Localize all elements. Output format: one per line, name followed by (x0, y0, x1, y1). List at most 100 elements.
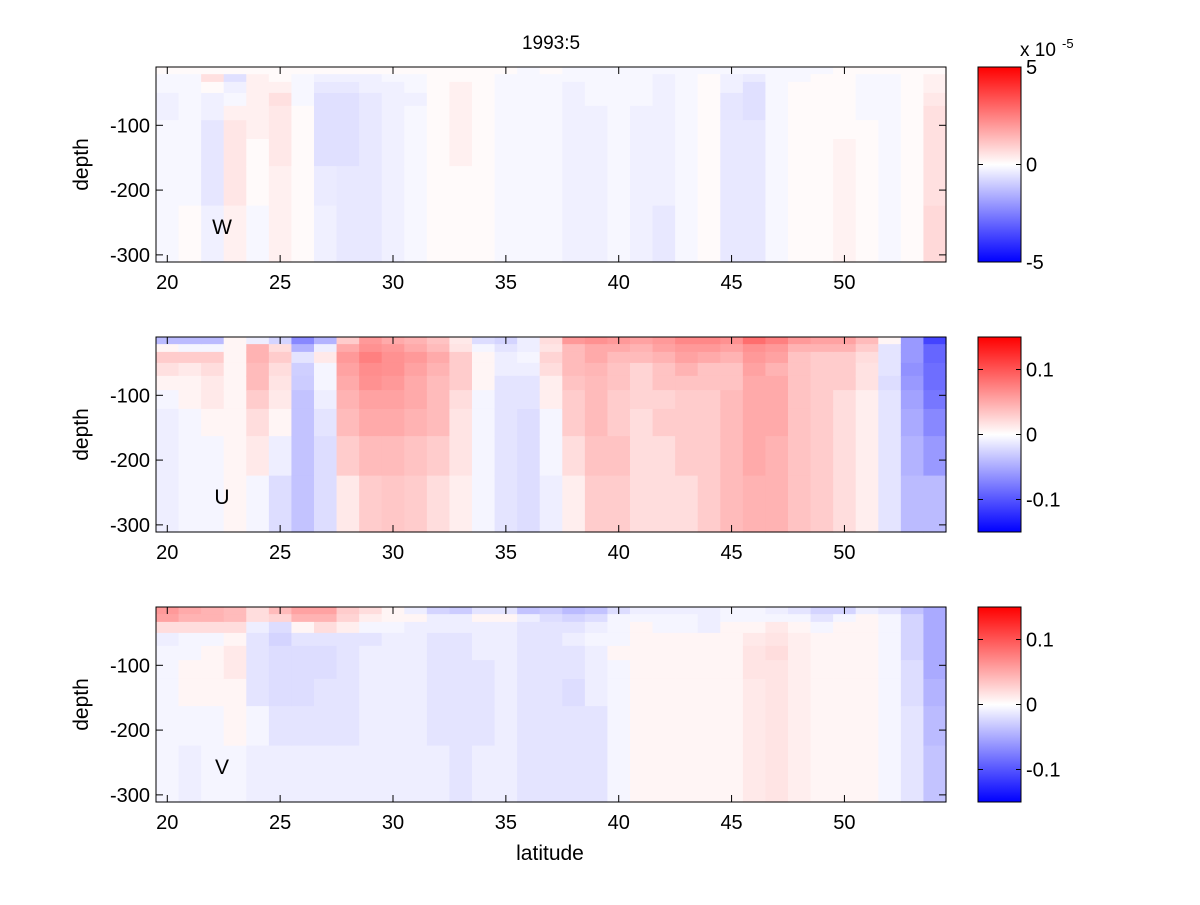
heatmap-cell (855, 337, 879, 345)
heatmap-cell (359, 632, 383, 647)
heatmap-cell (404, 138, 428, 167)
x-tick-label: 25 (269, 812, 291, 834)
heatmap-cell (742, 67, 767, 75)
colorbar-gradient (977, 606, 1022, 803)
heatmap-cell (426, 607, 451, 615)
heatmap-cell (539, 67, 563, 75)
heatmap-cell (381, 205, 405, 263)
heatmap-cell (833, 660, 857, 680)
colorbar-gradient (977, 336, 1022, 533)
heatmap-cell (584, 351, 609, 364)
heatmap-cell (426, 81, 451, 94)
heatmap-cell (223, 166, 247, 207)
heatmap-cell (426, 138, 451, 167)
heatmap-cell (923, 81, 947, 94)
heatmap-cell (788, 166, 812, 207)
heatmap-cell (291, 74, 315, 83)
heatmap-cell (878, 120, 902, 140)
heatmap-cell (742, 92, 767, 107)
heatmap-cell (201, 362, 225, 377)
heatmap-cell (652, 390, 676, 410)
heatmap-cell (381, 436, 405, 477)
heatmap-cell (630, 67, 654, 75)
heatmap-cell (268, 166, 293, 207)
heatmap-cell (765, 351, 789, 364)
heatmap-cell (923, 390, 947, 410)
heatmap-cell (878, 660, 902, 680)
heatmap-cell (381, 362, 405, 377)
heatmap-cell (923, 614, 947, 623)
heatmap-cell (810, 436, 834, 477)
heatmap-cell (652, 138, 676, 167)
heatmap-cell (404, 436, 428, 477)
heatmap-cell (855, 92, 879, 107)
heatmap-cell (449, 81, 473, 94)
heatmap-cell (720, 344, 744, 353)
heatmap-cell (156, 138, 180, 167)
heatmap-cell (584, 92, 609, 107)
heatmap-cell (336, 390, 360, 410)
heatmap-cell (359, 436, 383, 477)
heatmap-cell (291, 92, 315, 107)
heatmap-cell (810, 351, 834, 364)
heatmap-cell (675, 660, 699, 680)
heatmap-cell (697, 138, 721, 167)
heatmap-cell (900, 138, 925, 167)
heatmap-cell (900, 74, 925, 83)
heatmap-cell (855, 205, 879, 263)
heatmap-cell (607, 92, 631, 107)
panel-label: W (212, 216, 232, 239)
heatmap-cell (675, 436, 699, 477)
heatmap-cell (291, 337, 315, 345)
heatmap-cell (291, 436, 315, 477)
heatmap-cell (765, 74, 789, 83)
heatmap-cell (246, 92, 270, 107)
heatmap-cell (223, 351, 247, 364)
heatmap-cell (517, 614, 541, 623)
heatmap-cell (788, 105, 812, 121)
heatmap-cell (246, 475, 270, 533)
heatmap-cell (359, 621, 383, 634)
heatmap-cell (720, 706, 744, 747)
heatmap-cell (720, 408, 744, 437)
heatmap-cell (314, 205, 338, 263)
heatmap-cell (742, 621, 767, 634)
heatmap-cell (178, 475, 202, 533)
heatmap-cell (720, 120, 744, 140)
heatmap-cell (268, 105, 293, 121)
heatmap-cell (449, 408, 473, 437)
heatmap-cell (607, 706, 631, 747)
x-axis-label: latitude (516, 842, 584, 865)
heatmap-cell (675, 166, 699, 207)
figure-title: 1993:5 (522, 33, 580, 54)
heatmap-cell (742, 706, 767, 747)
heatmap-cell (472, 138, 496, 167)
y-axis-label: depth (70, 138, 93, 191)
heatmap-cell (404, 408, 428, 437)
x-tick-label: 20 (156, 542, 178, 564)
heatmap-cell (178, 607, 202, 615)
heatmap-cell (381, 166, 405, 207)
heatmap-cell (833, 74, 857, 83)
heatmap-cell (584, 614, 609, 623)
heatmap-cell (156, 745, 180, 803)
heatmap-cell (720, 81, 744, 94)
heatmap-cell (720, 660, 744, 680)
heatmap-cell (584, 105, 609, 121)
heatmap-cell (494, 105, 518, 121)
heatmap-cell (923, 351, 947, 364)
heatmap-cell (900, 205, 925, 263)
heatmap-cell (472, 67, 496, 75)
heatmap-cell (900, 375, 925, 391)
heatmap-cell (381, 660, 405, 680)
heatmap-cell (878, 607, 902, 615)
heatmap-cell (426, 645, 451, 661)
heatmap-cell (517, 67, 541, 75)
heatmap-cell (742, 74, 767, 83)
heatmap-cell (517, 362, 541, 377)
heatmap-cell (562, 105, 586, 121)
heatmap-cell (178, 678, 202, 707)
heatmap-cell (720, 436, 744, 477)
heatmap-cell (178, 344, 202, 353)
heatmap-cell (246, 67, 270, 75)
